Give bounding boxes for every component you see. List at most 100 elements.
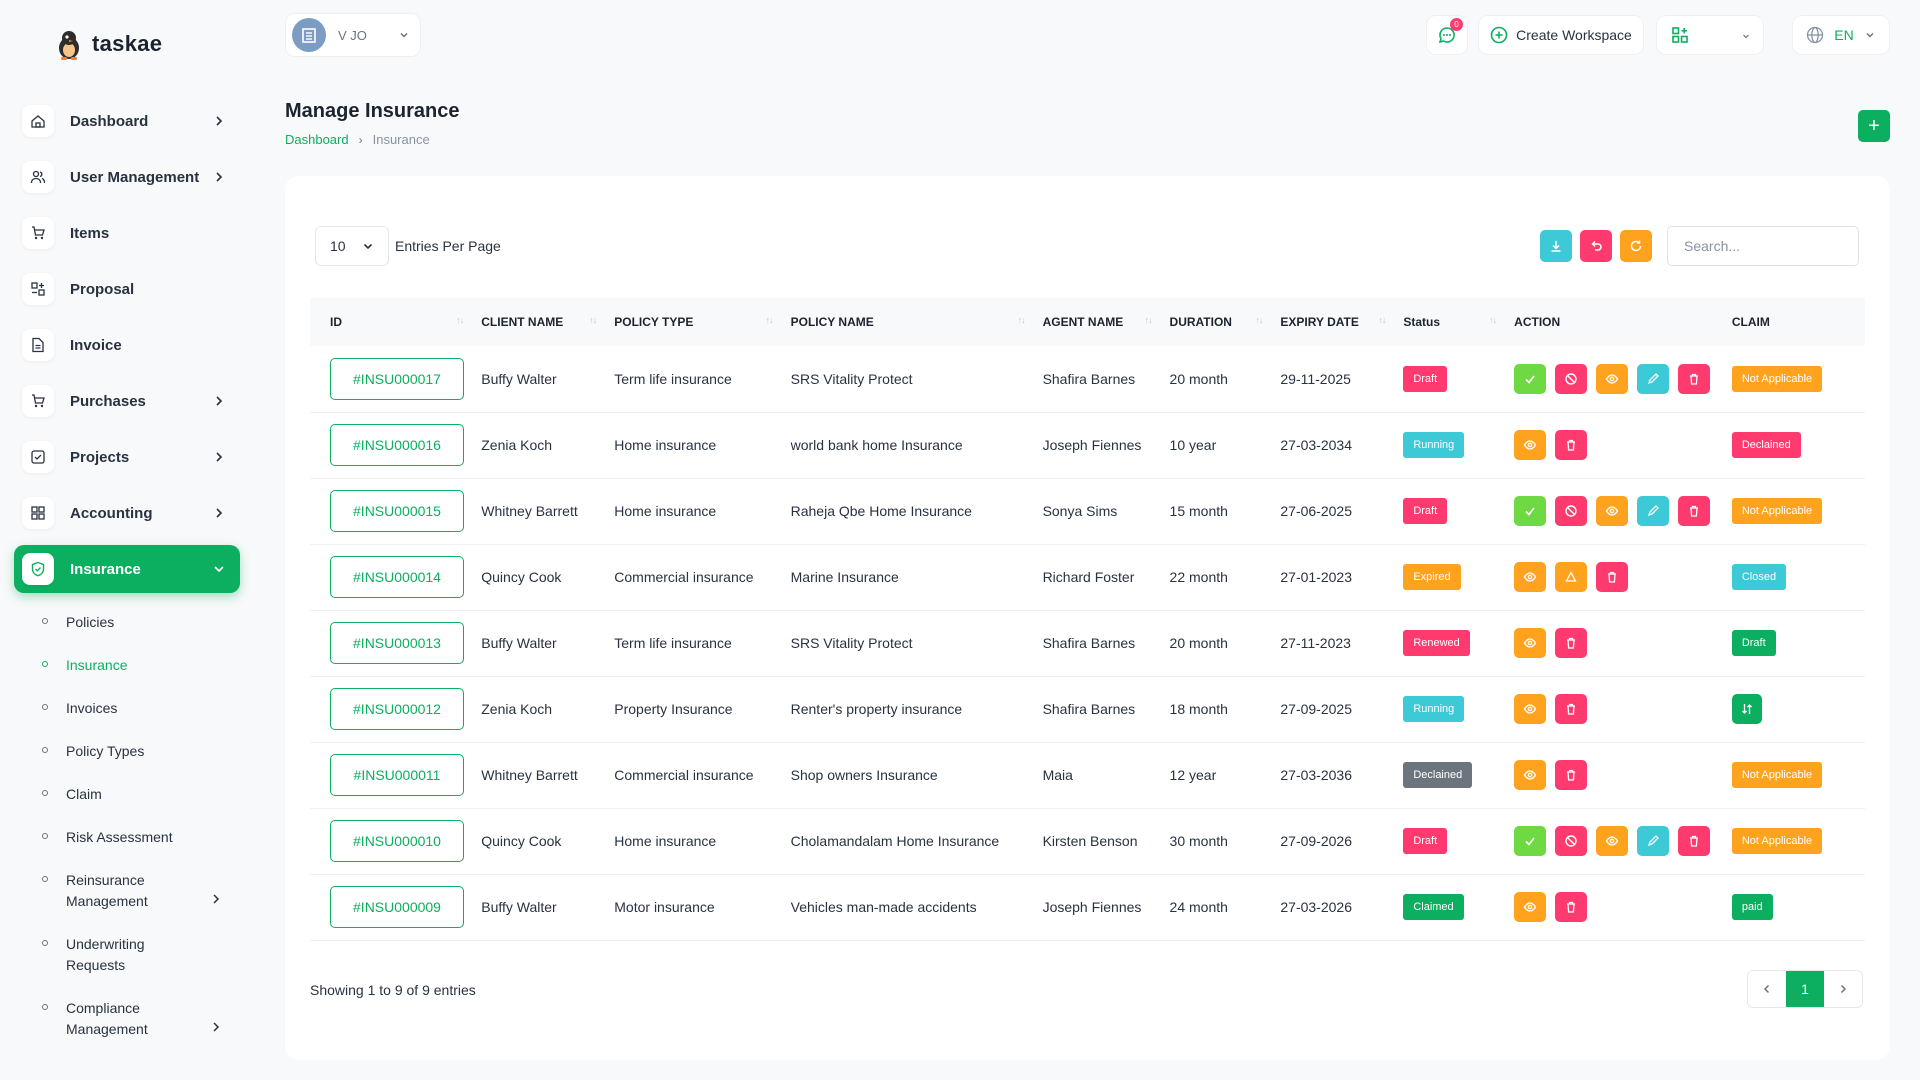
column-header[interactable]: EXPIRY DATE ↑↓ [1272, 298, 1395, 346]
previous-page-button[interactable] [1748, 971, 1786, 1007]
cell-claim: Not Applicable [1723, 742, 1865, 809]
view-button[interactable] [1514, 892, 1547, 922]
submenu-item-reinsurance-management[interactable]: Reinsurance Management [14, 859, 240, 923]
view-button[interactable] [1514, 760, 1547, 790]
cell-actions [1506, 742, 1724, 809]
sidebar-item-purchases[interactable]: Purchases [14, 377, 240, 425]
column-header[interactable]: DURATION ↑↓ [1162, 298, 1273, 346]
renew-button[interactable] [1555, 562, 1588, 592]
edit-button[interactable] [1637, 496, 1670, 526]
view-button[interactable] [1596, 826, 1629, 856]
column-header[interactable]: Status ↑↓ [1395, 298, 1506, 346]
reject-button[interactable] [1555, 826, 1588, 856]
approve-button[interactable] [1514, 826, 1547, 856]
submenu-item-label: Underwriting Requests [66, 936, 145, 973]
sidebar-item-dashboard[interactable]: Dashboard [14, 97, 240, 145]
cell-actions [1506, 808, 1724, 875]
export-button[interactable] [1540, 230, 1572, 262]
delete-button[interactable] [1555, 430, 1588, 460]
insurance-id-button[interactable]: #INSU000010 [330, 820, 464, 862]
column-header[interactable]: POLICY NAME ↑↓ [783, 298, 1035, 346]
sidebar-item-user-management[interactable]: User Management [14, 153, 240, 201]
delete-button[interactable] [1678, 363, 1711, 394]
sidebar-item-label: Items [70, 224, 110, 242]
insurance-id-button[interactable]: #INSU000017 [330, 357, 464, 400]
bullet-icon [42, 833, 48, 839]
delete-button[interactable] [1596, 562, 1629, 592]
delete-button[interactable] [1555, 760, 1588, 790]
view-button[interactable] [1514, 694, 1547, 724]
insurance-id-button[interactable]: #INSU000012 [330, 688, 464, 730]
approve-button[interactable] [1514, 496, 1547, 526]
language-selector[interactable]: EN [1792, 15, 1890, 55]
entries-per-page-label: Entries Per Page [395, 238, 501, 254]
apps-button[interactable] [1656, 15, 1764, 55]
apps-grid-icon [1672, 27, 1688, 43]
insurance-id-button[interactable]: #INSU000014 [330, 556, 464, 598]
cell-duration: 22 month [1161, 544, 1273, 611]
submenu-item-insurance[interactable]: Insurance [14, 644, 240, 687]
search-input[interactable] [1667, 226, 1859, 266]
breadcrumb-dashboard-link[interactable]: Dashboard [285, 132, 349, 147]
globe-icon [1807, 26, 1824, 44]
reject-button[interactable] [1555, 496, 1588, 526]
submenu-item-claim[interactable]: Claim [14, 773, 240, 816]
edit-button[interactable] [1637, 363, 1670, 394]
submenu-item-policy-types[interactable]: Policy Types [14, 730, 240, 773]
insurance-id-button[interactable]: #INSU000016 [330, 424, 464, 466]
workspace-selector[interactable]: V JO [285, 13, 421, 57]
app-logo[interactable]: taskae [56, 28, 162, 60]
insurance-id-button[interactable]: #INSU000009 [330, 886, 464, 928]
cell-claim: Not Applicable [1723, 478, 1865, 545]
entries-per-page-select[interactable]: 10 [315, 226, 389, 266]
approve-button[interactable] [1514, 363, 1547, 394]
submenu-item-invoices[interactable]: Invoices [14, 687, 240, 730]
sidebar-item-projects[interactable]: Projects [14, 433, 240, 481]
sidebar-item-items[interactable]: Items [14, 209, 240, 257]
delete-button[interactable] [1678, 496, 1711, 526]
action-buttons [1514, 628, 1716, 658]
insurance-id-button[interactable]: #INSU000011 [330, 754, 464, 796]
reject-button[interactable] [1555, 363, 1588, 394]
cart-icon [22, 385, 54, 417]
insurance-id-button[interactable]: #INSU000015 [330, 490, 464, 532]
submenu-item-policies[interactable]: Policies [14, 601, 240, 644]
insurance-table-card: 10 Entries Per Page ID↑↓CLIENT NAME↑↓POL… [285, 176, 1890, 1060]
messages-button[interactable]: 0 [1426, 15, 1468, 55]
view-button[interactable] [1514, 430, 1547, 460]
view-button[interactable] [1596, 363, 1629, 394]
column-header[interactable]: AGENT NAME ↑↓ [1035, 298, 1162, 346]
cell-actions [1506, 544, 1724, 611]
column-header[interactable]: CLIENT NAME ↑↓ [473, 298, 606, 346]
cell-actions [1506, 610, 1724, 677]
submenu-item-underwriting-requests[interactable]: Underwriting Requests [14, 923, 240, 987]
reload-button[interactable] [1620, 230, 1652, 262]
sidebar-item-proposal[interactable]: Proposal [14, 265, 240, 313]
delete-button[interactable] [1555, 694, 1588, 724]
trash-icon [1567, 703, 1576, 715]
submenu-item-risk-assessment[interactable]: Risk Assessment [14, 816, 240, 859]
refresh-icon [1630, 240, 1642, 252]
sidebar-item-accounting[interactable]: Accounting [14, 489, 240, 537]
delete-button[interactable] [1678, 826, 1711, 856]
insurance-id-button[interactable]: #INSU000013 [330, 622, 464, 664]
add-insurance-button[interactable]: + [1858, 110, 1890, 142]
create-workspace-button[interactable]: Create Workspace [1478, 15, 1644, 55]
next-page-button[interactable] [1824, 971, 1862, 1007]
sidebar-item-insurance[interactable]: Insurance [14, 545, 240, 593]
page-1-button[interactable]: 1 [1786, 971, 1824, 1007]
submenu-item-compliance-management[interactable]: Compliance Management [14, 987, 240, 1051]
reset-button[interactable] [1580, 230, 1612, 262]
claim-transfer-button[interactable] [1731, 694, 1762, 724]
sidebar-item-invoice[interactable]: Invoice [14, 321, 240, 369]
view-button[interactable] [1514, 628, 1547, 658]
column-header[interactable]: POLICY TYPE ↑↓ [606, 298, 782, 346]
view-button[interactable] [1596, 496, 1629, 526]
delete-button[interactable] [1555, 892, 1588, 922]
sidebar: taskae Dashboard User Management Items Prop… [0, 0, 256, 1080]
trash-icon [1567, 769, 1576, 781]
delete-button[interactable] [1555, 628, 1588, 658]
view-button[interactable] [1514, 562, 1547, 592]
edit-button[interactable] [1637, 826, 1670, 856]
column-header[interactable]: ID ↑↓ [310, 298, 473, 346]
